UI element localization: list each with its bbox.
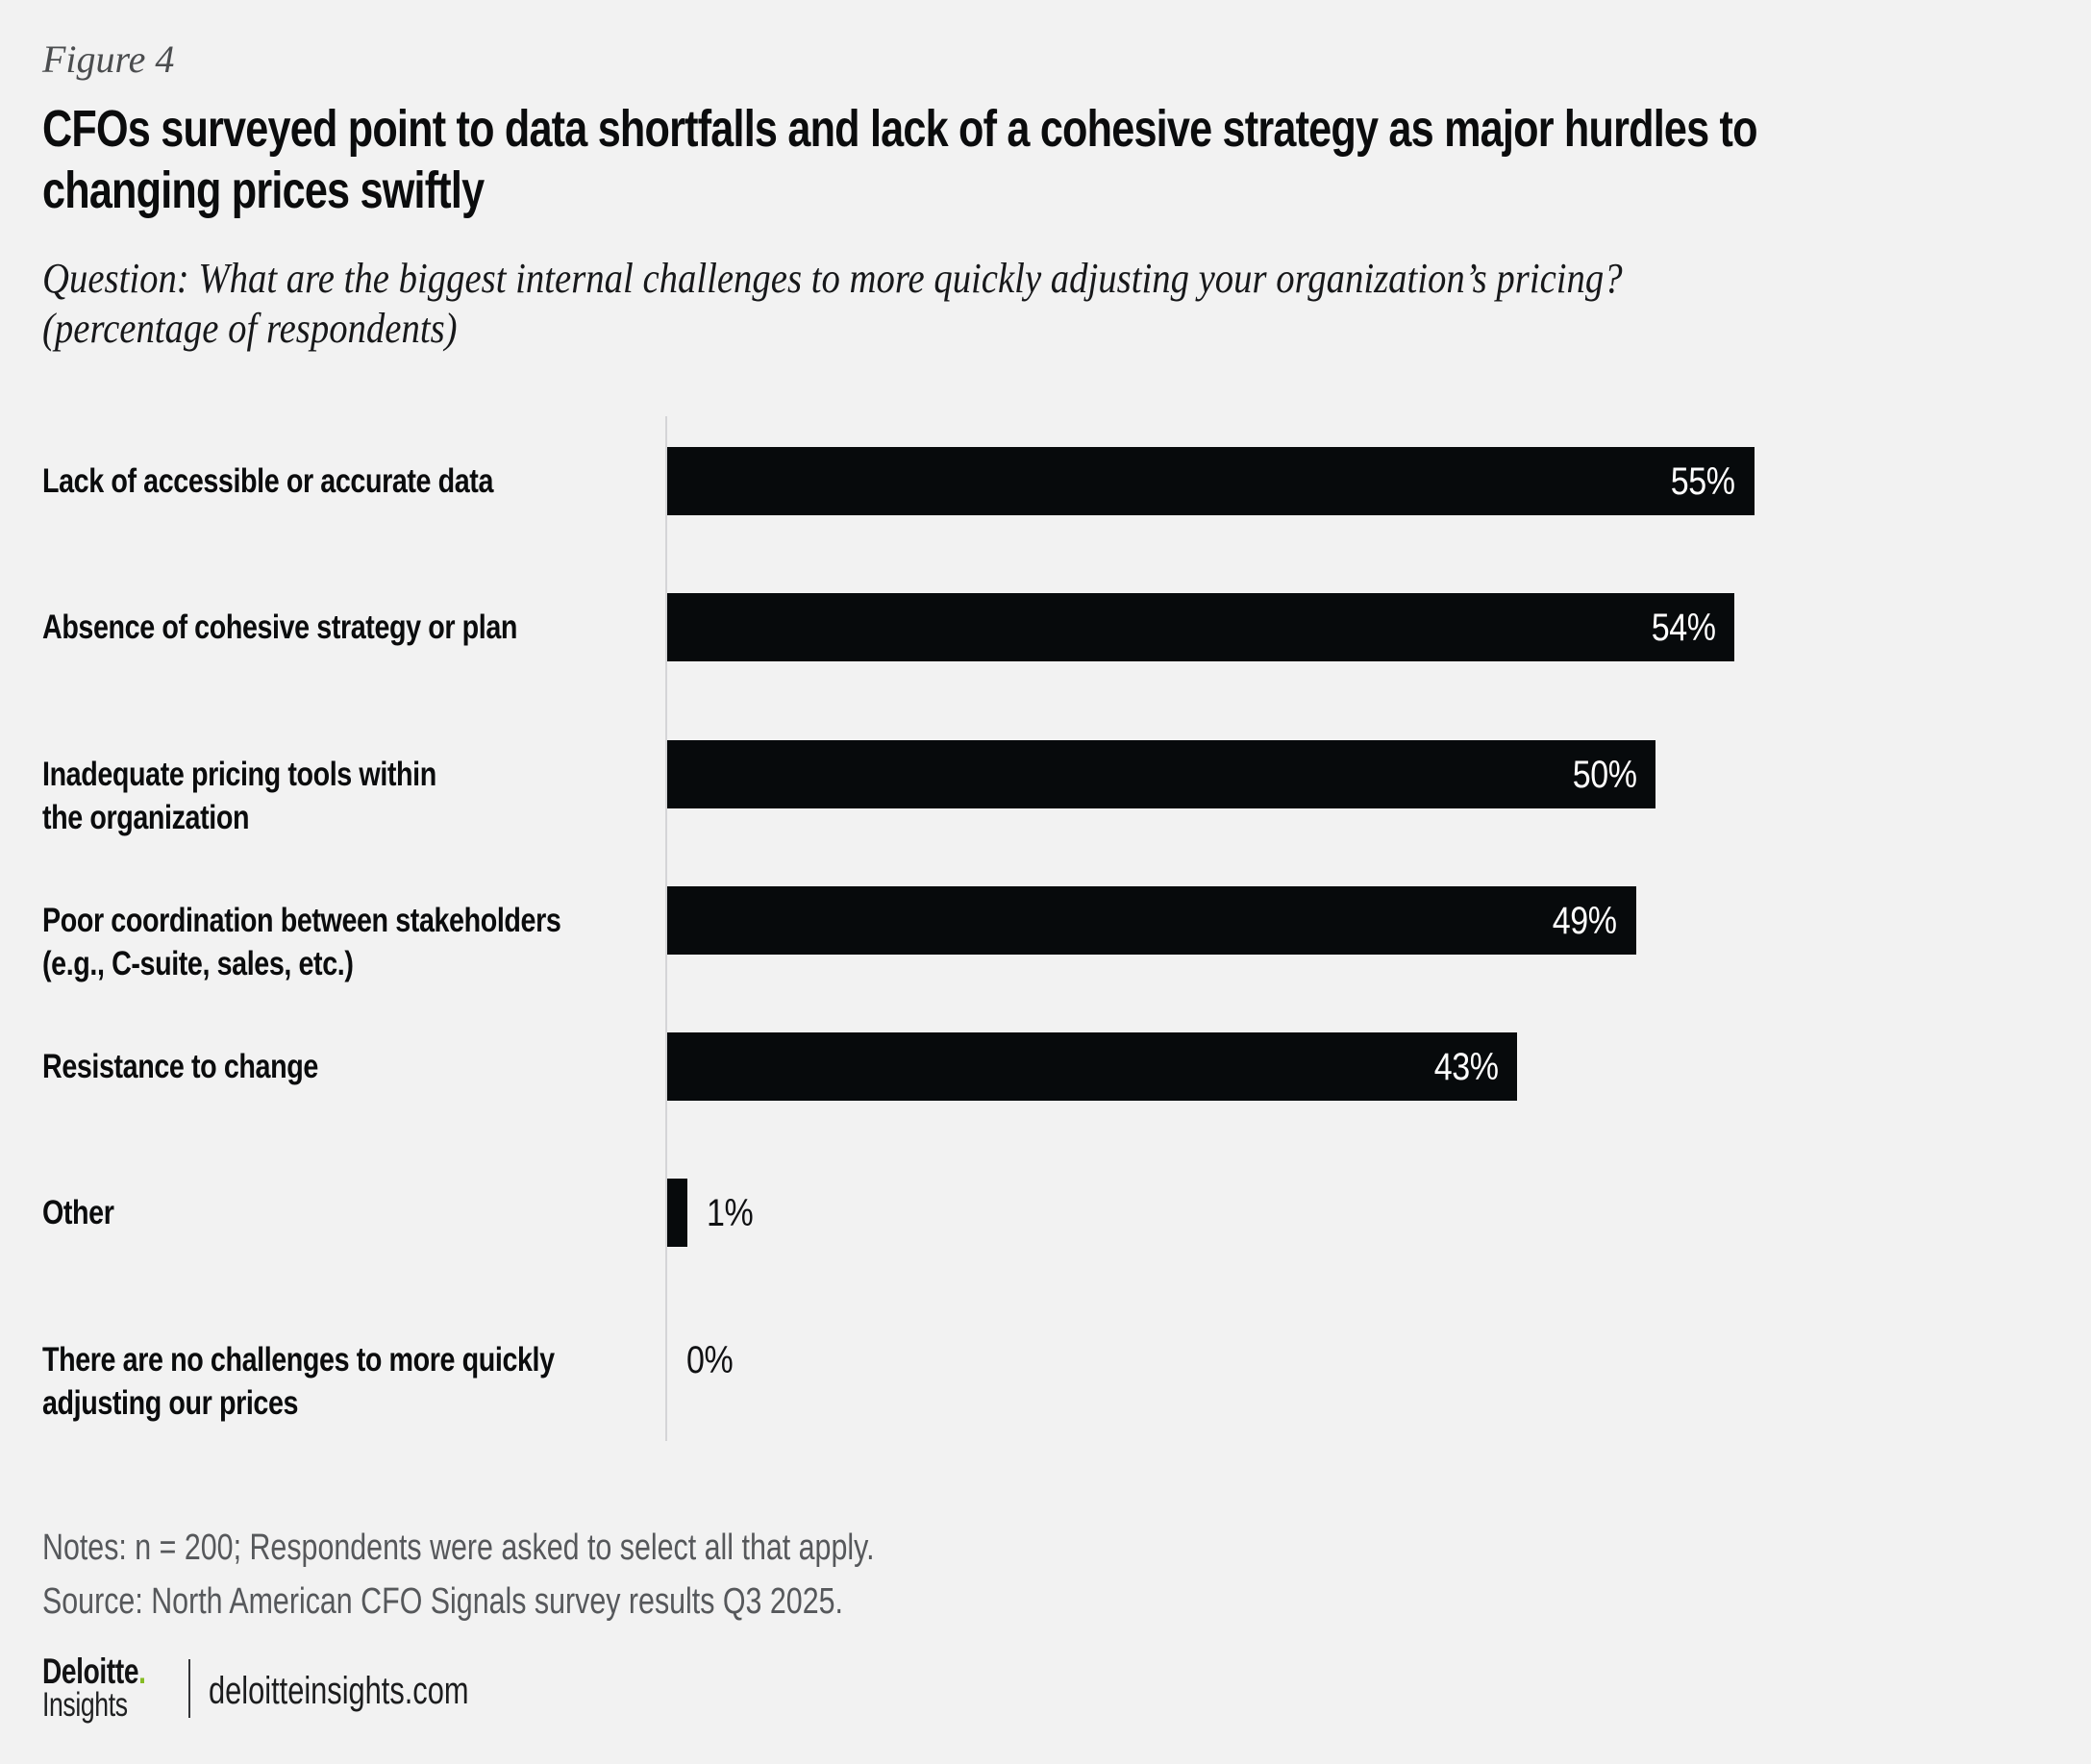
chart-subtitle-question: Question: What are the biggest internal …: [42, 254, 1623, 354]
deloitte-green-dot: .: [138, 1652, 146, 1691]
deloitte-wordmark: Deloitte.: [42, 1652, 146, 1691]
bar-track: 49%: [667, 885, 2052, 955]
category-label: There are no challenges to more quickly a…: [42, 1340, 555, 1422]
value-label: 55%: [1671, 460, 1735, 503]
bar-rows: Lack of accessible or accurate data 55% Ab…: [42, 416, 2052, 1441]
category-label: Poor coordination between stakeholders (e…: [42, 901, 561, 982]
value-label: 49%: [1552, 899, 1617, 942]
bar-track: 55%: [667, 447, 2052, 515]
category-label: Absence of cohesive strategy or plan: [42, 609, 518, 647]
bar-track: 50%: [667, 739, 2052, 808]
value-label: 1%: [706, 1192, 754, 1235]
bar-track: 43%: [667, 1032, 2052, 1102]
category-label: Inadequate pricing tools within the organ…: [42, 755, 436, 836]
chart-title-line-1: CFOs surveyed point to data shortfalls a…: [42, 100, 1758, 158]
bar: 55%: [667, 447, 1755, 515]
bar-row: Resistance to change 43%: [42, 1002, 2052, 1148]
insights-wordmark: Insights: [42, 1686, 128, 1724]
category-label: Lack of accessible or accurate data: [42, 462, 494, 500]
deloitte-insights-logo: Deloitte. Insights: [42, 1653, 146, 1722]
bar-chart: Lack of accessible or accurate data 55% Ab…: [42, 416, 2052, 1441]
bar-row: Absence of cohesive strategy or plan 54%: [42, 562, 2052, 708]
bar-track: 54%: [667, 593, 2052, 662]
bar-track: 0%: [667, 1326, 2052, 1394]
figure-number-label: Figure 4: [42, 37, 175, 81]
chart-title: CFOs surveyed point to data shortfalls a…: [42, 98, 1758, 221]
bar-row: There are no challenges to more quickly a…: [42, 1295, 2052, 1441]
bar-track: 1%: [667, 1179, 2052, 1248]
brand-divider-line: [188, 1659, 190, 1718]
category-label: Other: [42, 1194, 114, 1232]
bar-row: Inadequate pricing tools within the organ…: [42, 709, 2052, 856]
axis-line: [665, 416, 667, 1441]
bar: 50%: [667, 739, 1656, 808]
bar: 54%: [667, 593, 1735, 662]
question-line-1: Question: What are the biggest internal …: [42, 255, 1623, 302]
bar: 43%: [667, 1032, 1518, 1102]
bar-row: Other 1%: [42, 1148, 2052, 1294]
deloitteinsights-url: deloitteinsights.com: [209, 1670, 469, 1712]
question-line-2: (percentage of respondents): [42, 305, 458, 352]
bar: [667, 1179, 687, 1248]
notes-block: Notes: n = 200; Respondents were asked t…: [42, 1521, 875, 1628]
chart-title-line-2: changing prices swiftly: [42, 161, 485, 219]
source-text: Source: North American CFO Signals surve…: [42, 1581, 843, 1622]
category-label: Resistance to change: [42, 1048, 318, 1086]
bar: 49%: [667, 885, 1636, 955]
bar-row: Lack of accessible or accurate data 55%: [42, 416, 2052, 562]
value-label: 50%: [1572, 753, 1637, 796]
value-label: 43%: [1433, 1046, 1499, 1089]
value-label: 54%: [1651, 607, 1716, 650]
notes-text: Notes: n = 200; Respondents were asked t…: [42, 1528, 875, 1568]
value-label: 0%: [686, 1338, 734, 1381]
bar-row: Poor coordination between stakeholders (e…: [42, 856, 2052, 1002]
